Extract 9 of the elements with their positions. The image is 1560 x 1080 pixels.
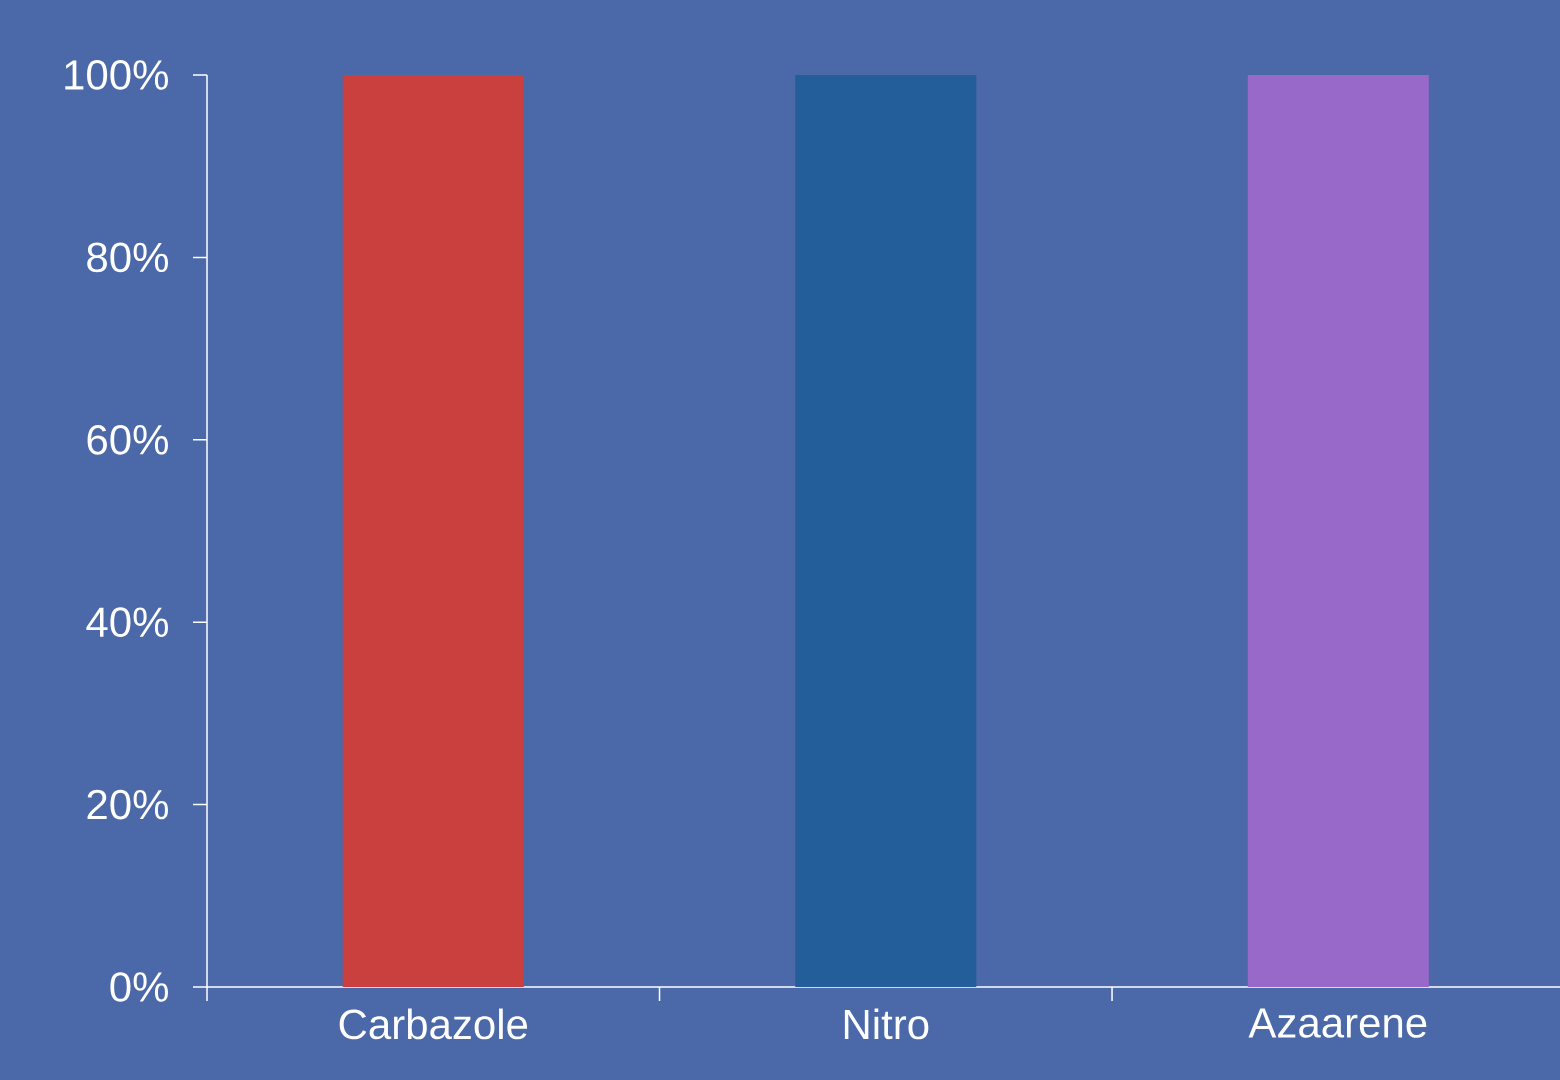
y-tick-label: 40% <box>86 607 168 638</box>
y-tick-label: 100% <box>65 60 168 90</box>
x-tick-label: Azaarene <box>1248 1008 1427 1038</box>
y-tick-label: 20% <box>87 789 168 820</box>
x-tick-label: Nitro <box>844 1008 929 1040</box>
x-tick-label: Carbazole <box>339 1008 528 1040</box>
y-tick-label: 0% <box>110 972 168 1002</box>
y-tick-label: 60% <box>87 424 168 455</box>
y-tick-label: 80% <box>87 242 168 273</box>
